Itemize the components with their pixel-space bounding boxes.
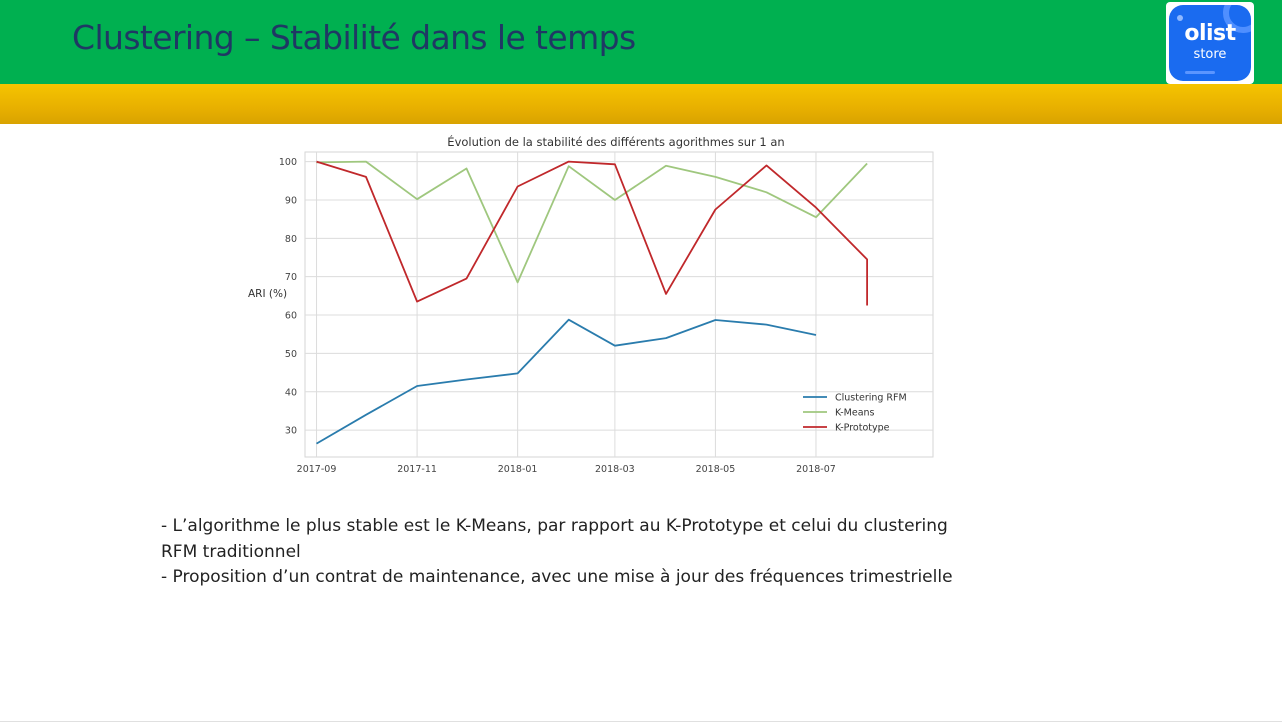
y-axis-label: ARI (%) [248,288,287,300]
legend-label: Clustering RFM [835,393,907,404]
stability-chart: Évolution de la stabilité des différents… [240,128,940,475]
y-tick-label: 40 [285,387,297,398]
olist-logo: olist store [1166,2,1254,84]
plot-area [304,151,934,458]
grid [305,152,933,457]
series-lines [316,160,868,445]
conclusion-text: - L’algorithme le plus stable est le K-M… [161,514,981,591]
x-tick-label: 2018-01 [498,464,538,473]
x-tick-label: 2018-07 [796,464,836,473]
y-tick-label: 50 [285,349,297,360]
accent-band [0,84,1282,124]
chart-title: Évolution de la stabilité des différents… [447,134,784,149]
y-tick-label: 90 [285,195,297,206]
logo-ring-decoration [1223,5,1251,33]
series-line-k-means [316,160,868,284]
logo-wordmark: olist [1184,21,1236,46]
logo-subword: store [1193,47,1227,62]
chart-svg: Évolution de la stabilité des différents… [248,134,934,475]
series-line-k-prototype [316,160,868,306]
x-tick-label: 2017-11 [397,464,437,473]
header-band [0,0,1282,84]
y-tick-label: 80 [285,234,297,245]
series-line-clustering-rfm [316,318,817,445]
bullet-2: - Proposition d’un contrat de maintenanc… [161,567,953,587]
y-tick-label: 100 [279,157,297,168]
x-tick-label: 2018-03 [595,464,635,473]
logo-underline [1185,71,1215,74]
x-tick-label: 2017-09 [297,464,337,473]
legend-label: K-Prototype [835,423,890,434]
logo-dot-decoration [1177,15,1183,21]
legend-label: K-Means [835,408,875,419]
legend: Clustering RFM K-Means K-Prototype [803,393,907,434]
x-tick-label: 2018-05 [696,464,736,473]
bullet-1: - L’algorithme le plus stable est le K-M… [161,516,948,562]
logo-tile: olist store [1169,5,1251,81]
tick-labels: 30 40 50 60 70 80 90 100 2017-09 2017-11 2018-01 20… [279,157,836,475]
y-tick-label: 60 [285,311,297,322]
slide-title: Clustering – Stabilité dans le temps [72,18,636,57]
y-tick-label: 30 [285,426,297,437]
y-tick-label: 70 [285,272,297,283]
